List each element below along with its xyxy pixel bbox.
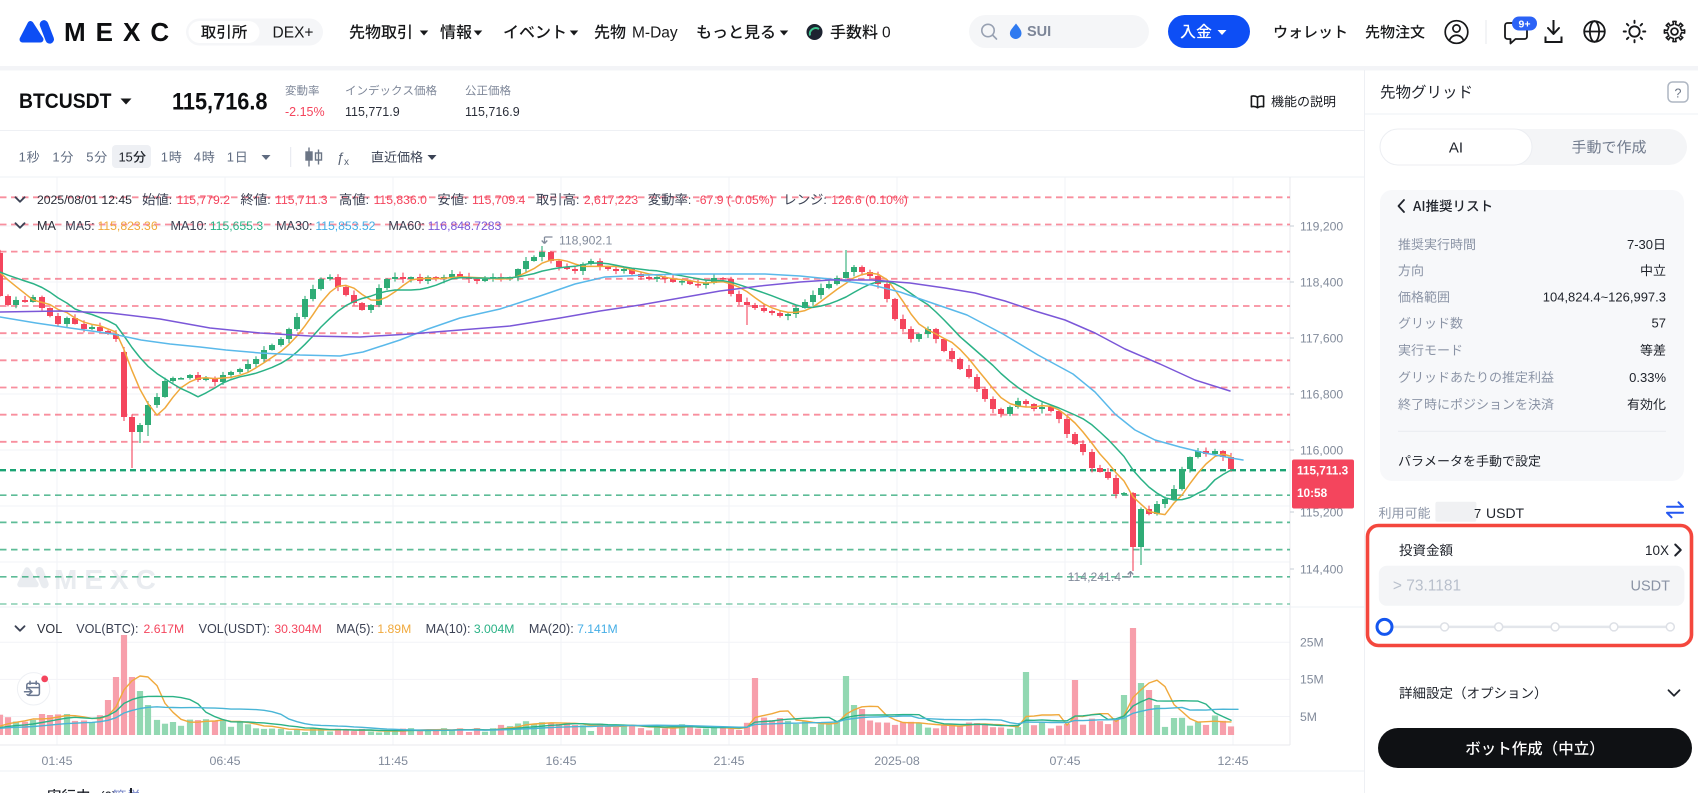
svg-text:7.141M: 7.141M xyxy=(577,622,618,636)
svg-text:1: 1 xyxy=(119,150,126,165)
svg-text:115,711.3: 115,711.3 xyxy=(1297,464,1349,478)
svg-text:115,200: 115,200 xyxy=(1300,505,1343,519)
svg-text:115,853.52: 115,853.52 xyxy=(315,219,375,233)
svg-text:?: ? xyxy=(1675,87,1682,101)
svg-text:104,824.4~126,997.3: 104,824.4~126,997.3 xyxy=(1543,290,1666,305)
svg-text:25M: 25M xyxy=(1300,636,1324,650)
svg-text:-2.15%: -2.15% xyxy=(285,105,325,119)
svg-text::: : xyxy=(688,193,691,207)
svg-text:MA(20):: MA(20): xyxy=(529,622,574,636)
svg-text:USDT: USDT xyxy=(1631,579,1671,595)
svg-text:116,848.7283: 116,848.7283 xyxy=(428,219,502,233)
svg-text:06:45: 06:45 xyxy=(209,754,240,768)
svg-text:VOL: VOL xyxy=(37,622,62,636)
svg-text:115,716.8: 115,716.8 xyxy=(172,89,268,116)
svg-text:MA(10):: MA(10): xyxy=(426,622,471,636)
svg-text:115,709.4: 115,709.4 xyxy=(472,193,526,207)
svg-text:MA30:: MA30: xyxy=(276,219,312,233)
svg-text:9+: 9+ xyxy=(1519,19,1531,31)
svg-text:MA10:: MA10: xyxy=(171,219,207,233)
svg-text:VOL(BTC):: VOL(BTC): xyxy=(76,622,138,636)
svg-text:1: 1 xyxy=(52,150,59,165)
svg-text:(0): (0) xyxy=(100,789,117,793)
svg-text:2,617,223: 2,617,223 xyxy=(584,193,638,207)
svg-text::: : xyxy=(169,193,172,207)
svg-text:1: 1 xyxy=(19,150,26,165)
svg-text:115,823.36: 115,823.36 xyxy=(98,219,158,233)
svg-text:115,655.3: 115,655.3 xyxy=(210,219,264,233)
svg-text:15M: 15M xyxy=(1300,673,1324,687)
svg-text:ƒ: ƒ xyxy=(337,149,345,165)
svg-text:1: 1 xyxy=(161,150,168,165)
svg-text:115,779.2: 115,779.2 xyxy=(177,193,231,207)
svg-text:10:58: 10:58 xyxy=(1297,486,1328,500)
svg-text:117,600: 117,600 xyxy=(1300,331,1343,345)
svg-text::: : xyxy=(366,193,369,207)
svg-text:115,716.9: 115,716.9 xyxy=(465,105,520,119)
svg-text:MEXC: MEXC xyxy=(64,17,179,47)
svg-text:115,711.3: 115,711.3 xyxy=(275,193,328,207)
svg-text:11:45: 11:45 xyxy=(378,754,408,768)
svg-text:MA: MA xyxy=(37,219,56,233)
svg-text:3.004M: 3.004M xyxy=(474,622,515,636)
svg-text:USDT: USDT xyxy=(1486,505,1525,521)
svg-text:30.304M: 30.304M xyxy=(274,622,321,636)
svg-text::: : xyxy=(823,193,826,207)
svg-text:118,400: 118,400 xyxy=(1300,275,1343,289)
svg-text:10X: 10X xyxy=(1645,543,1669,558)
svg-text:114,400: 114,400 xyxy=(1300,562,1343,576)
svg-text:M-Day: M-Day xyxy=(632,25,678,42)
svg-text:12:45: 12:45 xyxy=(1217,754,1248,768)
svg-text:0: 0 xyxy=(882,25,891,42)
svg-text:DEX+: DEX+ xyxy=(273,25,314,42)
svg-text:MA60:: MA60: xyxy=(388,219,424,233)
svg-text:114,241.4: 114,241.4 xyxy=(1068,570,1122,584)
svg-text:2025/08/01 12:45: 2025/08/01 12:45 xyxy=(37,193,132,207)
svg-text:21:45: 21:45 xyxy=(713,754,744,768)
svg-text:116,000: 116,000 xyxy=(1300,443,1343,457)
svg-text:115,771.9: 115,771.9 xyxy=(345,105,400,119)
svg-text:BTCUSDT: BTCUSDT xyxy=(19,89,112,113)
svg-text:2.617M: 2.617M xyxy=(144,622,185,636)
svg-text::: : xyxy=(464,193,467,207)
svg-text:MA5:: MA5: xyxy=(65,219,94,233)
svg-text:MA(5):: MA(5): xyxy=(336,622,374,636)
svg-text:16:45: 16:45 xyxy=(545,754,576,768)
svg-text:-67.9 (-0.05%): -67.9 (-0.05%) xyxy=(696,193,774,207)
svg-text:1: 1 xyxy=(227,150,234,165)
svg-text:7: 7 xyxy=(1474,506,1481,521)
svg-text:7-30: 7-30 xyxy=(1627,237,1653,252)
svg-text:1.89M: 1.89M xyxy=(377,622,411,636)
svg-text:01:45: 01:45 xyxy=(41,754,72,768)
svg-text:115,836.0: 115,836.0 xyxy=(374,193,428,207)
svg-text:2025-08: 2025-08 xyxy=(874,754,920,768)
svg-text::: : xyxy=(576,193,579,207)
svg-text:57: 57 xyxy=(1652,316,1666,331)
svg-text:5: 5 xyxy=(126,150,133,165)
svg-text:0.33%: 0.33% xyxy=(1629,370,1666,385)
svg-text:x: x xyxy=(344,157,349,168)
svg-text:119,200: 119,200 xyxy=(1300,219,1343,233)
svg-text:5M: 5M xyxy=(1300,710,1317,724)
svg-text:07:45: 07:45 xyxy=(1049,754,1080,768)
svg-text:> 73.1181: > 73.1181 xyxy=(1393,578,1461,595)
svg-text:5: 5 xyxy=(86,150,93,165)
svg-text:VOL(USDT):: VOL(USDT): xyxy=(199,622,270,636)
svg-text:118,902.1: 118,902.1 xyxy=(559,234,613,248)
svg-text:AI: AI xyxy=(1449,140,1463,157)
svg-text:116,800: 116,800 xyxy=(1300,387,1343,401)
svg-text:4: 4 xyxy=(194,150,201,165)
svg-text:126.6 (0.10%): 126.6 (0.10%) xyxy=(831,193,908,207)
svg-text::: : xyxy=(267,193,270,207)
svg-text:MEXC: MEXC xyxy=(54,564,163,595)
svg-text:SUI: SUI xyxy=(1027,24,1051,40)
